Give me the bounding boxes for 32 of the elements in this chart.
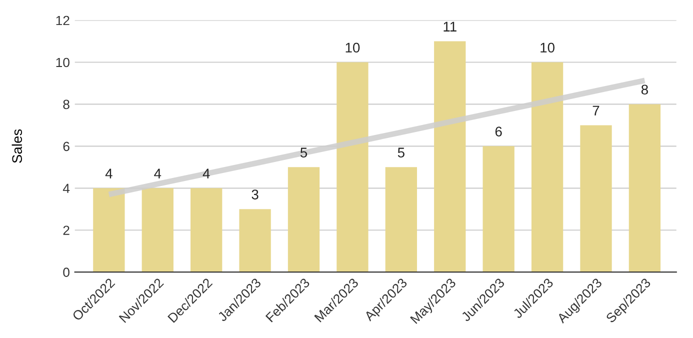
bar xyxy=(239,209,271,272)
data-label: 4 xyxy=(202,168,210,178)
data-label: 4 xyxy=(105,168,112,178)
y-tick-label: 12 xyxy=(56,16,70,26)
y-tick-label: 10 xyxy=(56,58,70,68)
bar xyxy=(288,167,320,272)
bar xyxy=(628,104,661,272)
bar xyxy=(482,146,514,272)
data-label: 3 xyxy=(252,190,258,200)
data-label: 8 xyxy=(641,84,648,95)
bar xyxy=(580,125,612,272)
bar xyxy=(434,41,466,272)
y-tick-label: 6 xyxy=(63,142,70,152)
data-label: 6 xyxy=(495,126,502,136)
data-label: 11 xyxy=(444,22,456,32)
data-label: 5 xyxy=(398,148,404,158)
bar xyxy=(336,62,368,272)
y-axis-title: Sales xyxy=(12,129,22,163)
data-label: 10 xyxy=(346,42,360,53)
data-label: 5 xyxy=(300,148,308,158)
y-tick-label: 0 xyxy=(63,268,70,277)
data-label: 4 xyxy=(154,168,162,178)
y-tick-label: 4 xyxy=(62,184,70,193)
data-label: 7 xyxy=(592,106,600,116)
y-tick-label: 2 xyxy=(63,226,70,235)
bar xyxy=(385,167,418,272)
y-tick-label: 8 xyxy=(63,100,70,110)
bar xyxy=(190,188,222,272)
bar xyxy=(93,188,125,272)
data-label: 10 xyxy=(540,42,554,53)
bar xyxy=(531,62,564,272)
bar xyxy=(142,188,174,272)
